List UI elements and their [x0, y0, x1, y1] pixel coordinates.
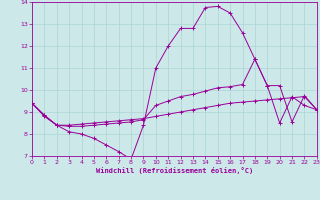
X-axis label: Windchill (Refroidissement éolien,°C): Windchill (Refroidissement éolien,°C) [96, 167, 253, 174]
